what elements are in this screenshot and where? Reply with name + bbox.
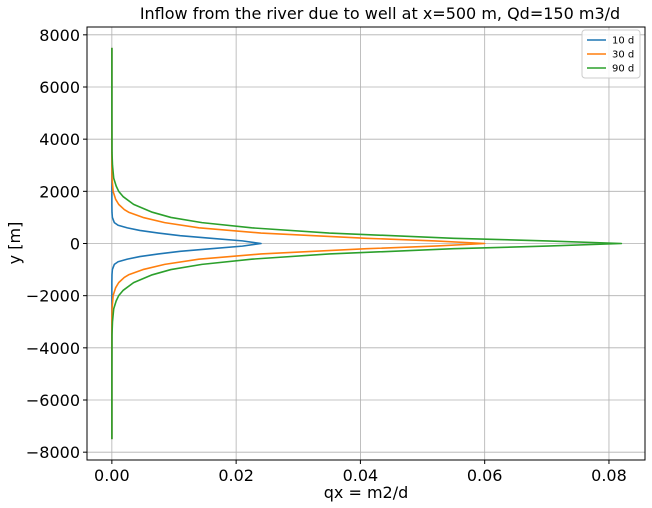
y-tick-label: 6000 bbox=[39, 78, 80, 97]
legend: 10 d 30 d 90 d bbox=[581, 29, 641, 79]
y-tick-label: −2000 bbox=[26, 287, 80, 306]
legend-label: 30 d bbox=[612, 50, 634, 61]
x-tick-label: 0.08 bbox=[591, 466, 627, 485]
y-tick-label: −6000 bbox=[26, 391, 80, 410]
y-tick-label: −8000 bbox=[26, 443, 80, 462]
series-layer bbox=[111, 47, 623, 440]
x-tick-label: 0.06 bbox=[467, 466, 503, 485]
chart-title: Inflow from the river due to well at x=5… bbox=[140, 4, 620, 23]
y-tick-label: 8000 bbox=[39, 26, 80, 45]
legend-label: 10 d bbox=[612, 36, 634, 47]
y-tick-label: 4000 bbox=[39, 130, 80, 149]
y-tick-label: 2000 bbox=[39, 182, 80, 201]
grid bbox=[87, 27, 645, 460]
y-axis-label: y [m] bbox=[5, 222, 24, 265]
y-tick-label: −4000 bbox=[26, 339, 80, 358]
x-axis-label: qx = m2/d bbox=[324, 483, 409, 502]
legend-box bbox=[581, 29, 641, 79]
series-line-0 bbox=[111, 47, 262, 440]
x-tick-label: 0.02 bbox=[218, 466, 254, 485]
x-tick-label: 0.00 bbox=[94, 466, 130, 485]
x-axis: 0.00 0.02 0.04 0.06 0.08 bbox=[94, 460, 627, 485]
y-axis: −8000 −6000 −4000 −2000 0 2000 4000 6000 8000 bbox=[26, 26, 87, 462]
series-line-1 bbox=[111, 47, 486, 440]
series-line-2 bbox=[111, 47, 623, 440]
y-tick-label: 0 bbox=[70, 235, 80, 254]
x-tick-label: 0.04 bbox=[343, 466, 379, 485]
legend-label: 90 d bbox=[612, 64, 634, 75]
